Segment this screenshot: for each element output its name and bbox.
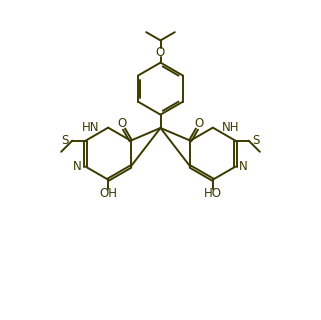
Text: S: S: [253, 134, 260, 147]
Text: O: O: [118, 117, 127, 130]
Text: HN: HN: [82, 121, 99, 134]
Text: S: S: [61, 134, 68, 147]
Text: HO: HO: [204, 188, 222, 200]
Text: O: O: [156, 46, 165, 59]
Text: N: N: [239, 160, 248, 173]
Text: NH: NH: [222, 121, 239, 134]
Text: O: O: [194, 117, 203, 130]
Text: N: N: [73, 160, 82, 173]
Text: OH: OH: [99, 188, 117, 200]
